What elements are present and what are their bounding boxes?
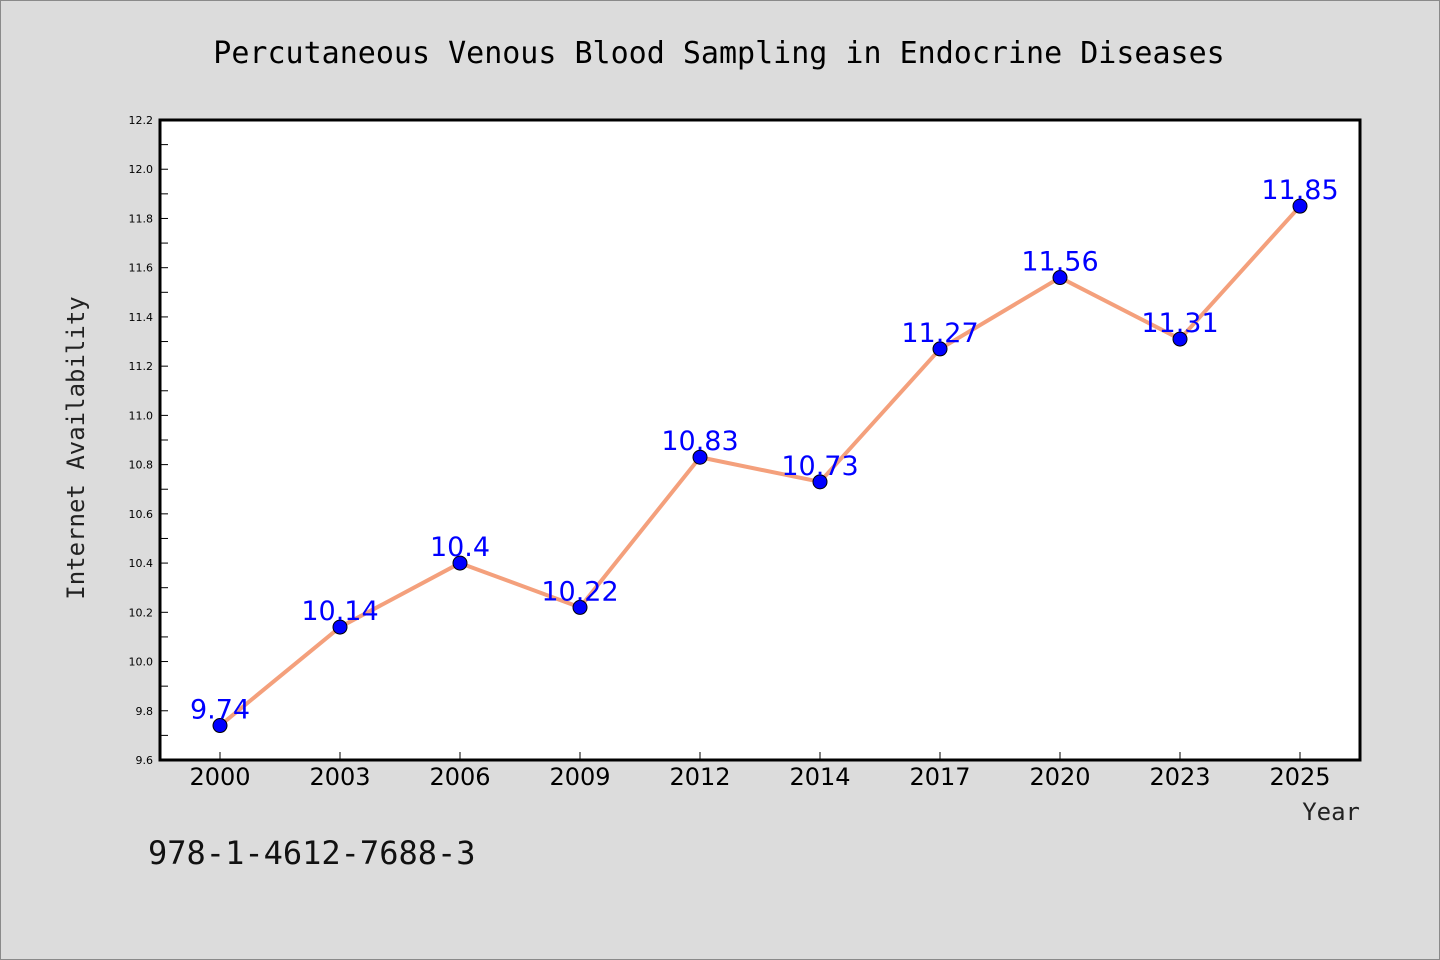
- data-point: [332, 619, 348, 635]
- y-tick-label: 9.6: [136, 754, 154, 767]
- data-label: 11.56: [1021, 247, 1098, 278]
- x-axis-label: Year: [1302, 798, 1360, 826]
- y-tick-label: 9.8: [136, 705, 154, 718]
- data-label: 11.27: [901, 318, 978, 349]
- data-point: [1052, 270, 1068, 286]
- y-tick-label: 10.0: [129, 656, 154, 669]
- y-tick-label: 11.0: [129, 409, 154, 422]
- data-point: [452, 555, 468, 571]
- y-tick-label: 10.4: [129, 557, 154, 570]
- data-point: [692, 449, 708, 465]
- y-tick-label: 12.2: [129, 114, 154, 127]
- y-tick-label: 10.8: [129, 459, 154, 472]
- x-tick-label: 2003: [309, 763, 370, 791]
- data-point: [1172, 331, 1188, 347]
- data-markers: [212, 198, 1308, 734]
- x-axis-ticks: 2000 2003 2006 2009 2012 2014 2017 2020 2023 2025: [189, 752, 1331, 791]
- x-tick-label: 2009: [549, 763, 610, 791]
- x-tick-label: 2006: [429, 763, 490, 791]
- y-axis-ticks: 9.6 9.8 10.0 10.2 10.4 10.6 10.8 11.0 11.2 11.4 11…: [129, 114, 168, 767]
- data-label: 10.83: [661, 426, 738, 457]
- data-label: 9.74: [190, 695, 250, 726]
- y-tick-label: 12.0: [129, 163, 154, 176]
- y-axis-label: Internet Availability: [62, 296, 90, 599]
- data-point: [932, 341, 948, 357]
- data-point: [1292, 198, 1308, 214]
- x-tick-label: 2014: [789, 763, 850, 791]
- data-label: 11.31: [1141, 308, 1218, 339]
- footer-isbn: 978-1-4612-7688-3: [148, 834, 476, 872]
- y-tick-label: 10.6: [129, 508, 154, 521]
- data-label: 10.4: [430, 532, 490, 563]
- x-tick-label: 2017: [909, 763, 970, 791]
- data-label: 10.22: [541, 576, 618, 607]
- x-tick-label: 2000: [189, 763, 250, 791]
- data-point: [812, 474, 828, 490]
- y-tick-label: 10.2: [129, 606, 154, 619]
- plot-area: [158, 118, 1362, 762]
- x-tick-label: 2020: [1029, 763, 1090, 791]
- x-tick-label: 2023: [1149, 763, 1210, 791]
- y-tick-label: 11.8: [129, 212, 154, 225]
- y-tick-label: 11.2: [129, 360, 154, 373]
- data-label: 11.85: [1261, 175, 1338, 206]
- data-label: 10.73: [781, 451, 858, 482]
- y-tick-label: 11.4: [129, 311, 154, 324]
- data-labels: 9.74 10.14 10.4 10.22 10.83 10.73 11.27 11.56 11…: [190, 175, 1339, 725]
- data-label: 10.14: [301, 596, 378, 627]
- data-point: [572, 599, 588, 615]
- data-point: [212, 718, 228, 734]
- y-tick-label: 11.6: [129, 262, 154, 275]
- series-line: [218, 204, 1302, 728]
- x-tick-label: 2025: [1269, 763, 1330, 791]
- x-tick-label: 2012: [669, 763, 730, 791]
- chart-title: Percutaneous Venous Blood Sampling in En…: [213, 36, 1224, 71]
